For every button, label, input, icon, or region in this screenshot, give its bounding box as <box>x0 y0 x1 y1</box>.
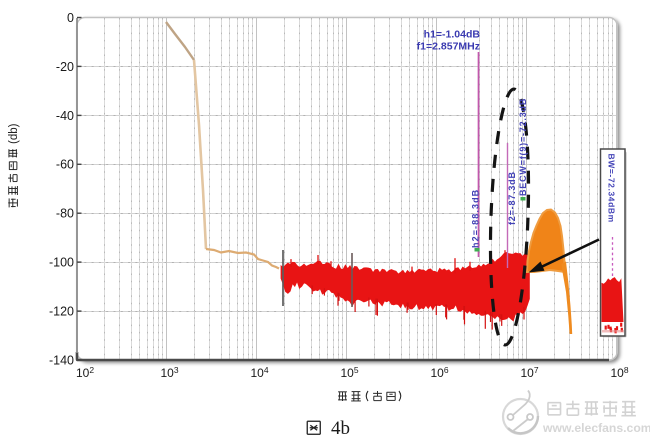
svg-text:BECW=f(9)=-72.3dB: BECW=f(9)=-72.3dB <box>518 98 528 196</box>
svg-text:-20: -20 <box>56 60 74 74</box>
svg-text:-60: -60 <box>56 158 74 172</box>
svg-text:-100: -100 <box>49 256 74 270</box>
svg-text:f2=-87.3dB: f2=-87.3dB <box>507 171 517 225</box>
svg-text:-140: -140 <box>49 353 74 367</box>
svg-text:(db): (db) <box>8 123 20 144</box>
svg-text:h1=-1.04dB: h1=-1.04dB <box>424 29 481 41</box>
svg-text:f1=2.857MHz: f1=2.857MHz <box>417 41 480 53</box>
svg-text:4b: 4b <box>331 418 350 439</box>
svg-text:-120: -120 <box>49 305 74 319</box>
svg-text:-80: -80 <box>56 207 74 221</box>
svg-text:-40: -40 <box>56 109 74 123</box>
svg-text:BW=-72.34dBm: BW=-72.34dBm <box>607 154 617 223</box>
svg-text:0: 0 <box>67 11 74 25</box>
svg-text:www.elecfans.com: www.elecfans.com <box>542 421 650 435</box>
svg-text:h2=-88.3dB: h2=-88.3dB <box>471 189 481 248</box>
